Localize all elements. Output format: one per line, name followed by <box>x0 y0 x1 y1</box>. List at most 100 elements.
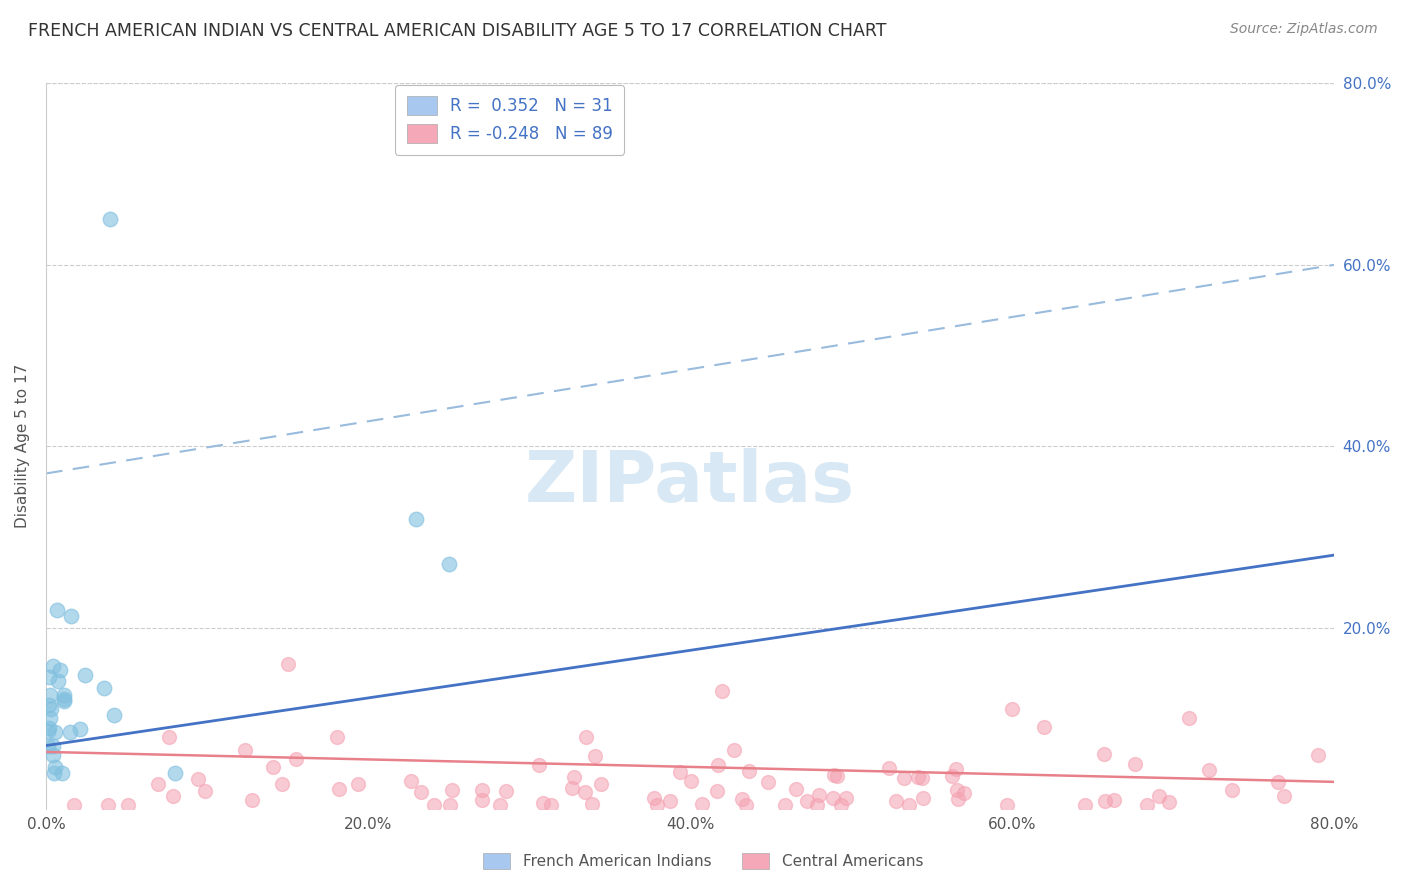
Central Americans <box>912 790 935 805</box>
Central Americans <box>946 783 969 797</box>
French American Indians <box>42 748 65 763</box>
French American Indians <box>37 739 59 754</box>
Central Americans <box>945 762 967 776</box>
Central Americans <box>734 797 756 812</box>
Central Americans <box>1198 763 1220 777</box>
French American Indians <box>45 602 67 616</box>
French American Indians <box>46 674 69 689</box>
Central Americans <box>911 771 934 785</box>
Central Americans <box>262 759 284 773</box>
Central Americans <box>659 794 682 808</box>
Central Americans <box>953 786 976 800</box>
Central Americans <box>1074 797 1097 812</box>
French American Indians <box>52 688 75 702</box>
French American Indians <box>52 691 75 706</box>
Central Americans <box>146 777 169 791</box>
Central Americans <box>825 769 848 783</box>
Central Americans <box>561 781 583 796</box>
French American Indians <box>59 725 82 739</box>
French American Indians <box>60 609 83 624</box>
Central Americans <box>495 784 517 798</box>
Central Americans <box>187 772 209 787</box>
Central Americans <box>643 790 665 805</box>
French American Indians <box>38 698 60 712</box>
Central Americans <box>946 792 969 806</box>
Central Americans <box>1272 789 1295 804</box>
Central Americans <box>1092 747 1115 762</box>
Central Americans <box>706 758 728 772</box>
Central Americans <box>347 777 370 791</box>
Central Americans <box>233 742 256 756</box>
French American Indians <box>163 765 186 780</box>
Central Americans <box>409 785 432 799</box>
Central Americans <box>706 784 728 798</box>
French American Indians <box>93 681 115 695</box>
French American Indians <box>437 557 460 571</box>
Central Americans <box>583 748 606 763</box>
Central Americans <box>1157 795 1180 809</box>
Central Americans <box>540 797 562 812</box>
Central Americans <box>796 794 818 808</box>
French American Indians <box>42 765 65 780</box>
French American Indians <box>44 760 66 774</box>
Central Americans <box>439 797 461 812</box>
Text: ZIPatlas: ZIPatlas <box>524 448 855 517</box>
Central Americans <box>1001 702 1024 716</box>
Text: Source: ZipAtlas.com: Source: ZipAtlas.com <box>1230 22 1378 37</box>
Central Americans <box>893 772 915 786</box>
Central Americans <box>471 783 494 797</box>
French American Indians <box>44 725 66 739</box>
Central Americans <box>1102 793 1125 807</box>
Central Americans <box>758 775 780 789</box>
French American Indians <box>405 512 427 526</box>
French American Indians <box>38 711 60 725</box>
Central Americans <box>1147 789 1170 803</box>
Central Americans <box>907 771 929 785</box>
Central Americans <box>773 797 796 812</box>
Central Americans <box>591 777 613 791</box>
Central Americans <box>270 777 292 791</box>
Legend: R =  0.352   N = 31, R = -0.248   N = 89: R = 0.352 N = 31, R = -0.248 N = 89 <box>395 85 624 154</box>
Central Americans <box>807 789 830 803</box>
French American Indians <box>38 688 60 702</box>
Central Americans <box>193 784 215 798</box>
Central Americans <box>941 769 963 783</box>
Central Americans <box>1220 783 1243 797</box>
Central Americans <box>581 797 603 811</box>
Central Americans <box>440 782 463 797</box>
Central Americans <box>884 794 907 808</box>
French American Indians <box>73 668 96 682</box>
Central Americans <box>117 797 139 812</box>
Central Americans <box>738 764 761 778</box>
French American Indians <box>53 694 76 708</box>
Central Americans <box>575 730 598 744</box>
Central Americans <box>97 797 120 812</box>
Central Americans <box>679 774 702 789</box>
French American Indians <box>103 708 125 723</box>
Text: FRENCH AMERICAN INDIAN VS CENTRAL AMERICAN DISABILITY AGE 5 TO 17 CORRELATION CH: FRENCH AMERICAN INDIAN VS CENTRAL AMERIC… <box>28 22 887 40</box>
French American Indians <box>49 663 72 677</box>
Central Americans <box>1178 711 1201 725</box>
Central Americans <box>897 797 920 812</box>
Central Americans <box>821 790 844 805</box>
Central Americans <box>399 774 422 789</box>
Central Americans <box>162 789 184 803</box>
Central Americans <box>328 782 350 797</box>
Central Americans <box>285 752 308 766</box>
Central Americans <box>692 797 714 811</box>
Central Americans <box>63 797 86 812</box>
Central Americans <box>242 793 264 807</box>
Central Americans <box>1135 797 1157 812</box>
French American Indians <box>51 765 73 780</box>
Central Americans <box>276 657 298 671</box>
Central Americans <box>423 797 446 812</box>
Legend: French American Indians, Central Americans: French American Indians, Central America… <box>477 847 929 875</box>
Central Americans <box>995 797 1018 812</box>
French American Indians <box>38 670 60 684</box>
Central Americans <box>645 797 668 812</box>
French American Indians <box>69 722 91 736</box>
Central Americans <box>830 797 852 812</box>
Central Americans <box>835 791 858 805</box>
Central Americans <box>669 764 692 779</box>
French American Indians <box>38 721 60 735</box>
